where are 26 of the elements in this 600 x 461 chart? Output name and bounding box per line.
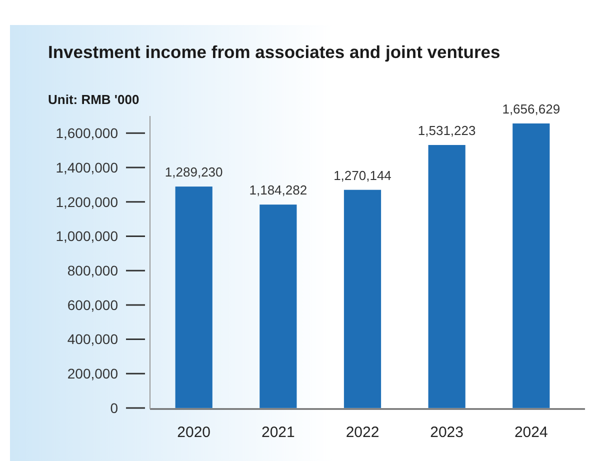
bar <box>260 204 297 408</box>
bar <box>428 144 466 408</box>
x-tick-label: 2023 <box>430 424 464 441</box>
y-tick-label: 1,200,000 <box>56 194 118 210</box>
y-tick-label: 800,000 <box>67 262 118 278</box>
data-label: 1,531,223 <box>418 122 476 138</box>
y-tick-label: 400,000 <box>67 331 118 348</box>
y-tick-label: 200,000 <box>67 366 118 382</box>
x-tick-label: 2024 <box>514 424 548 441</box>
y-tick-label: 1,600,000 <box>56 125 118 142</box>
data-label: 1,270,144 <box>334 168 392 183</box>
data-label: 1,184,282 <box>249 182 308 198</box>
bar <box>512 123 550 408</box>
data-label: 1,656,629 <box>502 101 560 116</box>
bar <box>175 186 212 408</box>
x-tick-label: 2022 <box>346 424 380 441</box>
chart-title: Investment income from associates and joint ventures <box>48 42 500 62</box>
data-label: 1,289,230 <box>164 164 223 180</box>
y-tick-label: 1,000,000 <box>56 228 118 244</box>
y-tick-label: 600,000 <box>67 296 118 313</box>
bar <box>344 190 382 408</box>
x-tick-label: 2021 <box>261 424 295 441</box>
y-tick-label: 0 <box>110 400 118 416</box>
x-tick-label: 2020 <box>177 424 211 441</box>
y-tick-label: 1,400,000 <box>56 159 118 176</box>
y-axis-title: Unit: RMB '000 <box>48 92 140 107</box>
